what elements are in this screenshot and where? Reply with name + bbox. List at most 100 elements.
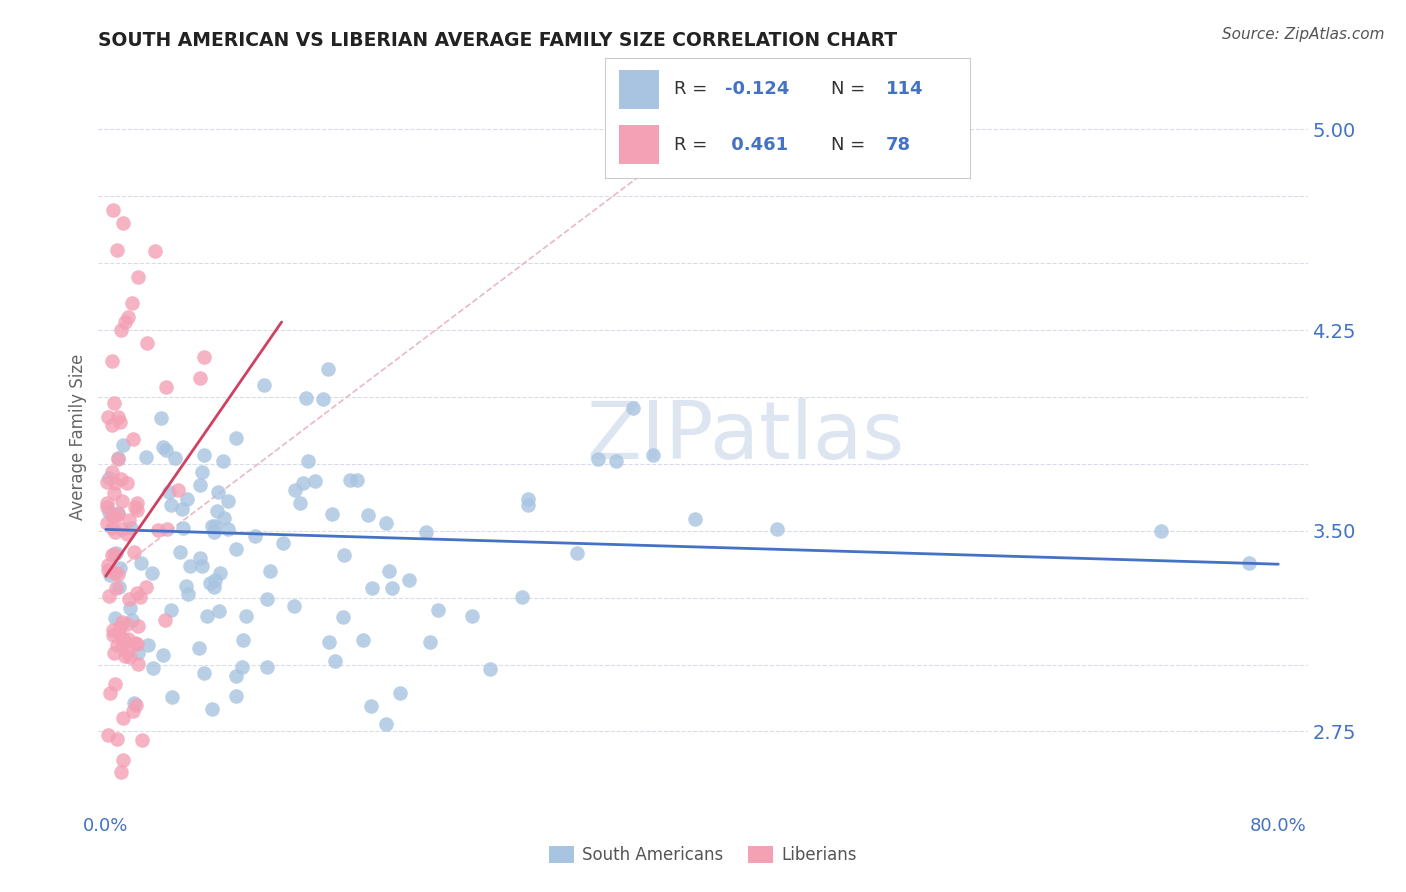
Point <box>225 431 247 445</box>
Point <box>200 519 222 533</box>
Point <box>512 591 534 605</box>
Point <box>124 500 146 515</box>
Point <box>118 650 141 665</box>
Point <box>97 471 120 485</box>
Point <box>605 454 627 468</box>
Point <box>117 476 139 491</box>
Point <box>107 626 129 640</box>
Point <box>225 669 247 683</box>
Point <box>143 244 166 258</box>
Point <box>516 491 538 506</box>
Point <box>360 699 382 714</box>
Point <box>122 432 145 446</box>
Point <box>97 558 120 572</box>
Point <box>208 566 231 581</box>
Point <box>253 377 276 392</box>
Point <box>160 690 183 705</box>
Point <box>100 508 122 523</box>
Point <box>225 542 247 557</box>
Point <box>111 753 134 767</box>
Point <box>110 472 132 486</box>
Point <box>104 510 127 524</box>
Legend: South Americans, Liberians: South Americans, Liberians <box>543 839 863 871</box>
Point <box>114 315 136 329</box>
Point <box>127 646 149 660</box>
Point <box>333 548 356 562</box>
Point <box>332 610 354 624</box>
Point <box>112 216 135 230</box>
Point <box>375 717 398 731</box>
Point <box>208 604 231 618</box>
Point <box>159 498 181 512</box>
Point <box>188 551 211 566</box>
Point <box>188 640 211 655</box>
Point <box>381 581 404 595</box>
Point <box>110 323 132 337</box>
Point <box>188 477 211 491</box>
Point <box>155 380 177 394</box>
Point <box>124 636 146 650</box>
Point <box>107 507 129 521</box>
Point <box>201 702 224 716</box>
Point <box>259 564 281 578</box>
Point <box>111 438 134 452</box>
Point <box>103 486 125 500</box>
Point <box>152 648 174 662</box>
Point <box>190 465 212 479</box>
Text: 0.461: 0.461 <box>725 136 789 153</box>
Point <box>103 396 125 410</box>
Text: 78: 78 <box>886 136 911 153</box>
Point <box>207 485 229 500</box>
Point <box>766 522 789 536</box>
Point <box>179 558 201 573</box>
Point <box>118 513 141 527</box>
Point <box>125 637 148 651</box>
Point <box>211 453 233 467</box>
Point <box>152 441 174 455</box>
Point <box>176 587 198 601</box>
Point <box>195 608 218 623</box>
Point <box>107 451 129 466</box>
Point <box>155 442 177 457</box>
Point <box>98 590 121 604</box>
Point <box>135 450 157 464</box>
Point <box>101 465 124 479</box>
Point <box>104 677 127 691</box>
Point <box>107 567 129 582</box>
Point <box>378 564 401 578</box>
Point <box>374 516 396 530</box>
Point <box>321 508 343 522</box>
Point <box>419 634 441 648</box>
Point <box>136 638 159 652</box>
Point <box>108 415 131 429</box>
Point <box>352 632 374 647</box>
Point <box>426 603 449 617</box>
Text: R =: R = <box>673 136 713 153</box>
Point <box>214 511 236 525</box>
Point <box>107 732 129 747</box>
Point <box>128 590 150 604</box>
Point <box>149 410 172 425</box>
Point <box>107 410 129 425</box>
Point <box>172 521 194 535</box>
Point <box>97 563 120 577</box>
Point <box>131 733 153 747</box>
Point <box>586 451 609 466</box>
Point <box>312 392 335 407</box>
Point <box>290 496 312 510</box>
Point <box>122 696 145 710</box>
Point <box>118 592 141 607</box>
Text: Source: ZipAtlas.com: Source: ZipAtlas.com <box>1222 27 1385 42</box>
Point <box>111 494 134 508</box>
Point <box>339 473 361 487</box>
Point <box>103 647 125 661</box>
Point <box>117 310 139 324</box>
Point <box>167 483 190 497</box>
Point <box>127 619 149 633</box>
Point <box>318 635 340 649</box>
Point <box>101 548 124 562</box>
Point <box>283 599 305 613</box>
Point <box>115 616 138 631</box>
Point <box>120 601 142 615</box>
Point <box>125 585 148 599</box>
